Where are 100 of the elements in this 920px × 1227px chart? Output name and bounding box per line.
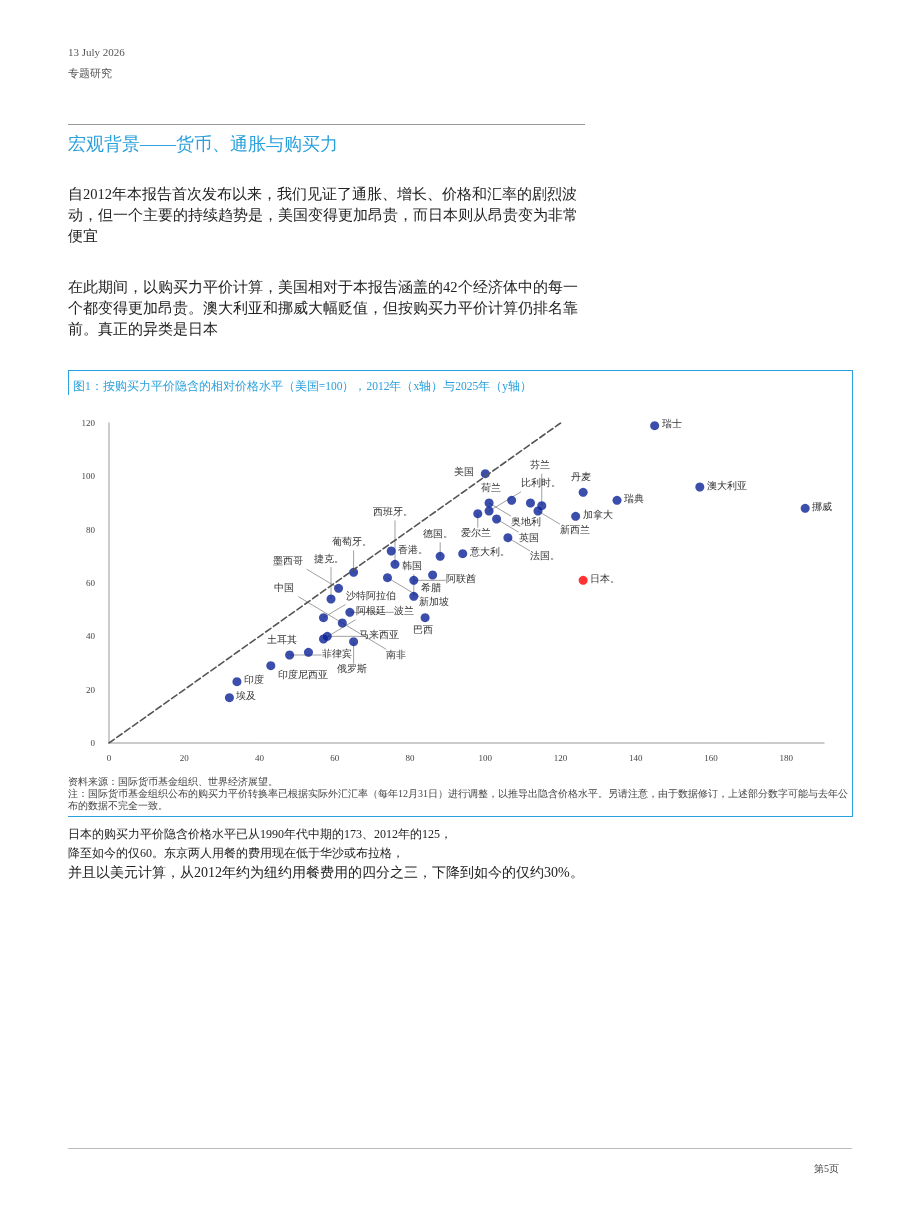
point [285,650,295,660]
annotation: 日本。 [590,572,621,584]
annotation: 意大利。 [468,546,510,558]
x-tick-label: 180 [779,752,794,763]
y-tick-label: 0 [90,738,96,748]
y-tick-label: 100 [81,471,96,482]
point [386,546,396,556]
annotation: 西班牙。 [373,505,413,517]
point [390,559,400,569]
point [326,594,336,604]
annotation: 埃及 [235,690,257,702]
point [428,570,438,580]
annotation: 芬兰 [529,459,550,471]
point [578,575,588,585]
annotation: 爱尔兰 [460,527,491,539]
annotation: 瑞典 [624,492,645,504]
x-tick-label: 20 [179,752,190,763]
text: 第5页 [814,1162,839,1176]
point [695,482,705,492]
annotation: 新加坡 [419,596,450,608]
point [266,661,276,671]
chart-title: 图1：按购买力平价隐含的相对价格水平（美国=100），2012年（x轴）与2025年（y轴） [73,379,532,394]
point [650,421,660,431]
annotation: 美国 [454,466,475,478]
point [349,637,359,647]
annotation: 葡萄牙。 [331,535,372,547]
point [303,647,313,657]
annotation: 法国。 [529,550,560,562]
y-tick-label: 20 [86,684,96,695]
annotation: 新西兰 [560,523,590,535]
point [337,618,347,628]
annotation: 瑞士 [661,418,682,430]
text: 自2012年本报告首次发布以来，我们见证了通胀、增长、价格和汇率的剧烈波动，但一个主要的持续趋势是，美国变得更加昂贵，而日本则从昂贵变为非常便宜 [68,185,579,246]
annotation: 印度尼西亚 [277,669,328,681]
annotation: 奥地利 [511,515,542,527]
point [319,613,328,623]
text: 资料来源：国际货币基金组织、世界经济展望。 [68,775,279,788]
point [537,501,547,511]
text: 日本的购买力平价隐含价格水平已从1990年代中期的173、2012年的125， [68,826,453,843]
point [484,498,494,508]
annotation: 香港。 [398,543,429,555]
point [382,573,392,583]
point [578,487,588,497]
annotation: 丹麦 [571,470,592,482]
point [571,511,581,521]
point [800,503,810,513]
annotation: 阿联酋 [445,572,476,584]
y-tick-label: 40 [86,631,96,642]
text: 专题研究 [68,66,112,81]
x-tick-label: 100 [478,752,493,763]
annotation: 澳大利亚 [706,479,747,491]
annotation: 比利时。 [521,477,562,489]
x-tick-label: 80 [405,752,416,763]
annotation: 阿根廷 [355,605,386,617]
annotation: 德国。 [423,527,454,539]
annotation: 菲律宾 [321,647,352,659]
annotation: 挪威 [812,500,833,512]
annotation: 印度 [243,674,264,686]
point [409,575,419,585]
point [420,613,430,623]
point [345,607,355,617]
text: 注：国际货币基金组织公布的购买力平价转换率已根据实际外汇汇率（每年12月31日）进行调整，以推导出隐含价格水平。另请注意，由于数据修订，上述部分数字可能与去年公布的数据不完全一致。 [68,788,848,812]
point [224,693,234,703]
text: 13 July 2026 [68,46,125,58]
point [507,495,517,505]
annotation: 墨西哥 [272,554,303,566]
text: 并且以美元计算，从2012年约为纽约用餐费用的四分之三，下降到如今的仅约30%。 [68,864,585,882]
annotation: 波兰 [393,604,414,616]
x-tick-label: 60 [330,752,340,763]
point [525,498,535,508]
annotation: 南非 [386,648,407,660]
y-tick-label: 120 [81,418,96,428]
text: 在此期间，以购买力平价计算，美国相对于本报告涵盖的42个经济体中的每一个都变得更加昂贵。澳大利亚和挪威大幅贬值，但按购买力平价计算仍排名靠前。真正的异类是日本 [68,278,579,339]
x-tick-label: 0 [106,752,112,763]
annotation: 巴西 [413,624,434,636]
annotation: 马来西亚 [359,628,400,640]
annotation: 中国 [274,582,295,594]
point [458,549,468,559]
x-tick-label: 120 [553,752,568,763]
annotation: 荷兰 [480,481,501,493]
annotation: 俄罗斯 [336,663,367,675]
point [322,631,332,641]
y-tick-label: 80 [86,524,96,535]
annotation: 加拿大 [582,508,613,520]
point [409,591,419,601]
point [492,514,502,524]
text: 降至如今的仅60。东京两人用餐的费用现在低于华沙或布拉格， [68,845,405,862]
point [473,509,483,519]
point [503,533,513,543]
annotation: 希腊 [420,581,441,593]
y-tick-label: 60 [86,578,96,588]
point [334,583,344,593]
x-tick-label: 140 [629,752,644,763]
point [612,495,622,505]
x-tick-label: 40 [255,752,265,763]
chart-subtitle: 宏观背景——货币、通胀与购买力 [68,133,338,156]
x-tick-label: 160 [704,752,719,763]
point [484,506,494,516]
annotation: 捷克。 [314,552,345,564]
annotation: 英国 [518,531,539,543]
